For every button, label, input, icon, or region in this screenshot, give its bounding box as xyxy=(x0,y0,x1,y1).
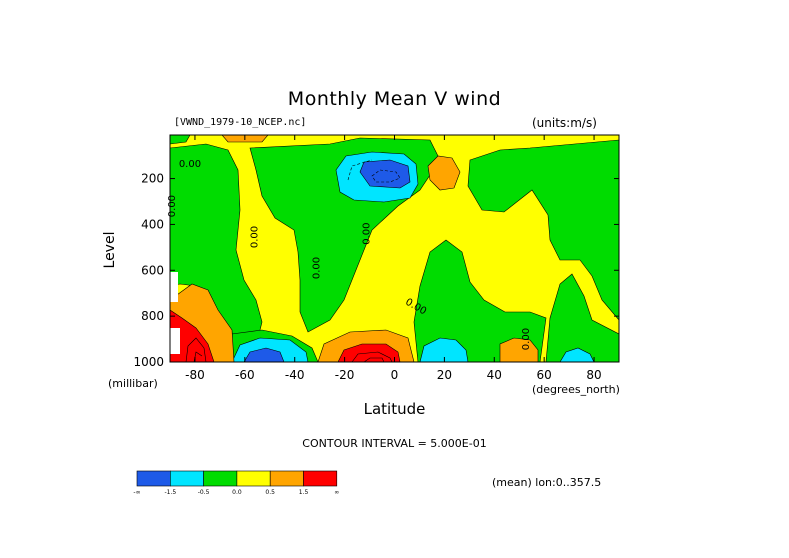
x-tick-label: 20 xyxy=(437,368,452,382)
contour-label: 0.00 xyxy=(362,222,373,244)
contour-interval-note: CONTOUR INTERVAL = 5.000E-01 xyxy=(302,437,487,450)
red-bottom-left xyxy=(170,309,215,362)
x-tick-label: 0 xyxy=(391,368,399,382)
colorbar-tick-label: 0.5 xyxy=(265,489,275,496)
green-region-right xyxy=(467,139,619,321)
y-tick-label: 200 xyxy=(141,172,164,186)
colorbar-swatch xyxy=(170,470,204,487)
blue-upper-jet-core xyxy=(359,159,411,189)
colorbar-tick-label: ∞ xyxy=(334,489,339,496)
colorbar-tick-label: 1.5 xyxy=(299,489,309,496)
orange-bottom-right xyxy=(499,337,539,362)
blue-bottom-left-core xyxy=(243,347,285,362)
colorbar-swatch xyxy=(136,470,171,487)
cyan-bottom-right xyxy=(559,347,595,362)
x-tick-label: -20 xyxy=(335,368,355,382)
green-region-bottom-right xyxy=(545,273,619,362)
mean-longitude-note: (mean) lon:0..357.5 xyxy=(492,476,602,489)
x-tick-label: 60 xyxy=(537,368,552,382)
colorbar-swatch xyxy=(203,470,238,487)
colorbar-swatch xyxy=(269,470,304,487)
dataset-label: [VWND_1979-10_NCEP.nc] xyxy=(174,117,307,128)
x-tick-label: -80 xyxy=(185,368,205,382)
y-tick-label: 400 xyxy=(141,217,164,231)
green-region-top-left-edge xyxy=(170,135,191,145)
y-axis-unit: (millibar) xyxy=(108,377,158,390)
chart-title: Monthly Mean V wind xyxy=(287,88,502,110)
colorbar: -∞ -1.5 -0.5 0.0 0.5 1.5 ∞ xyxy=(133,470,339,496)
x-tick-label: 80 xyxy=(586,368,601,382)
colorbar-swatch xyxy=(303,470,338,487)
contour-label: 0.00 xyxy=(249,226,260,248)
colorbar-tick-label: -∞ xyxy=(133,489,140,496)
contour-label: 0.00 xyxy=(167,195,178,217)
cyan-bottom-middle xyxy=(419,337,469,362)
missing-data-strip xyxy=(170,272,178,302)
green-region-mid-low xyxy=(413,239,547,362)
colorbar-tick-label: 0.0 xyxy=(232,489,242,496)
x-axis-unit: (degrees_north) xyxy=(532,383,620,396)
axes: -80 -60 -40 -20 0 20 40 60 80 200 400 600 800 1000 xyxy=(133,135,619,382)
colorbar-tick-label: -1.5 xyxy=(164,489,176,496)
colorbar-swatch xyxy=(236,470,271,487)
x-tick-label: 40 xyxy=(487,368,502,382)
y-tick-label: 1000 xyxy=(133,355,164,369)
y-tick-label: 800 xyxy=(141,309,164,323)
y-tick-label: 600 xyxy=(141,263,164,277)
x-tick-label: -40 xyxy=(285,368,305,382)
x-axis-title: Latitude xyxy=(363,400,426,418)
contour-label: 0.00 xyxy=(521,328,532,350)
colorbar-tick-label: -0.5 xyxy=(198,489,210,496)
contour-label: 0.00 xyxy=(312,257,323,279)
contour-label: 0.00 xyxy=(179,159,201,170)
x-tick-label: -60 xyxy=(235,368,255,382)
missing-data-block xyxy=(170,328,180,354)
units-label: (units:m/s) xyxy=(532,116,597,130)
orange-upper-small xyxy=(427,155,461,191)
